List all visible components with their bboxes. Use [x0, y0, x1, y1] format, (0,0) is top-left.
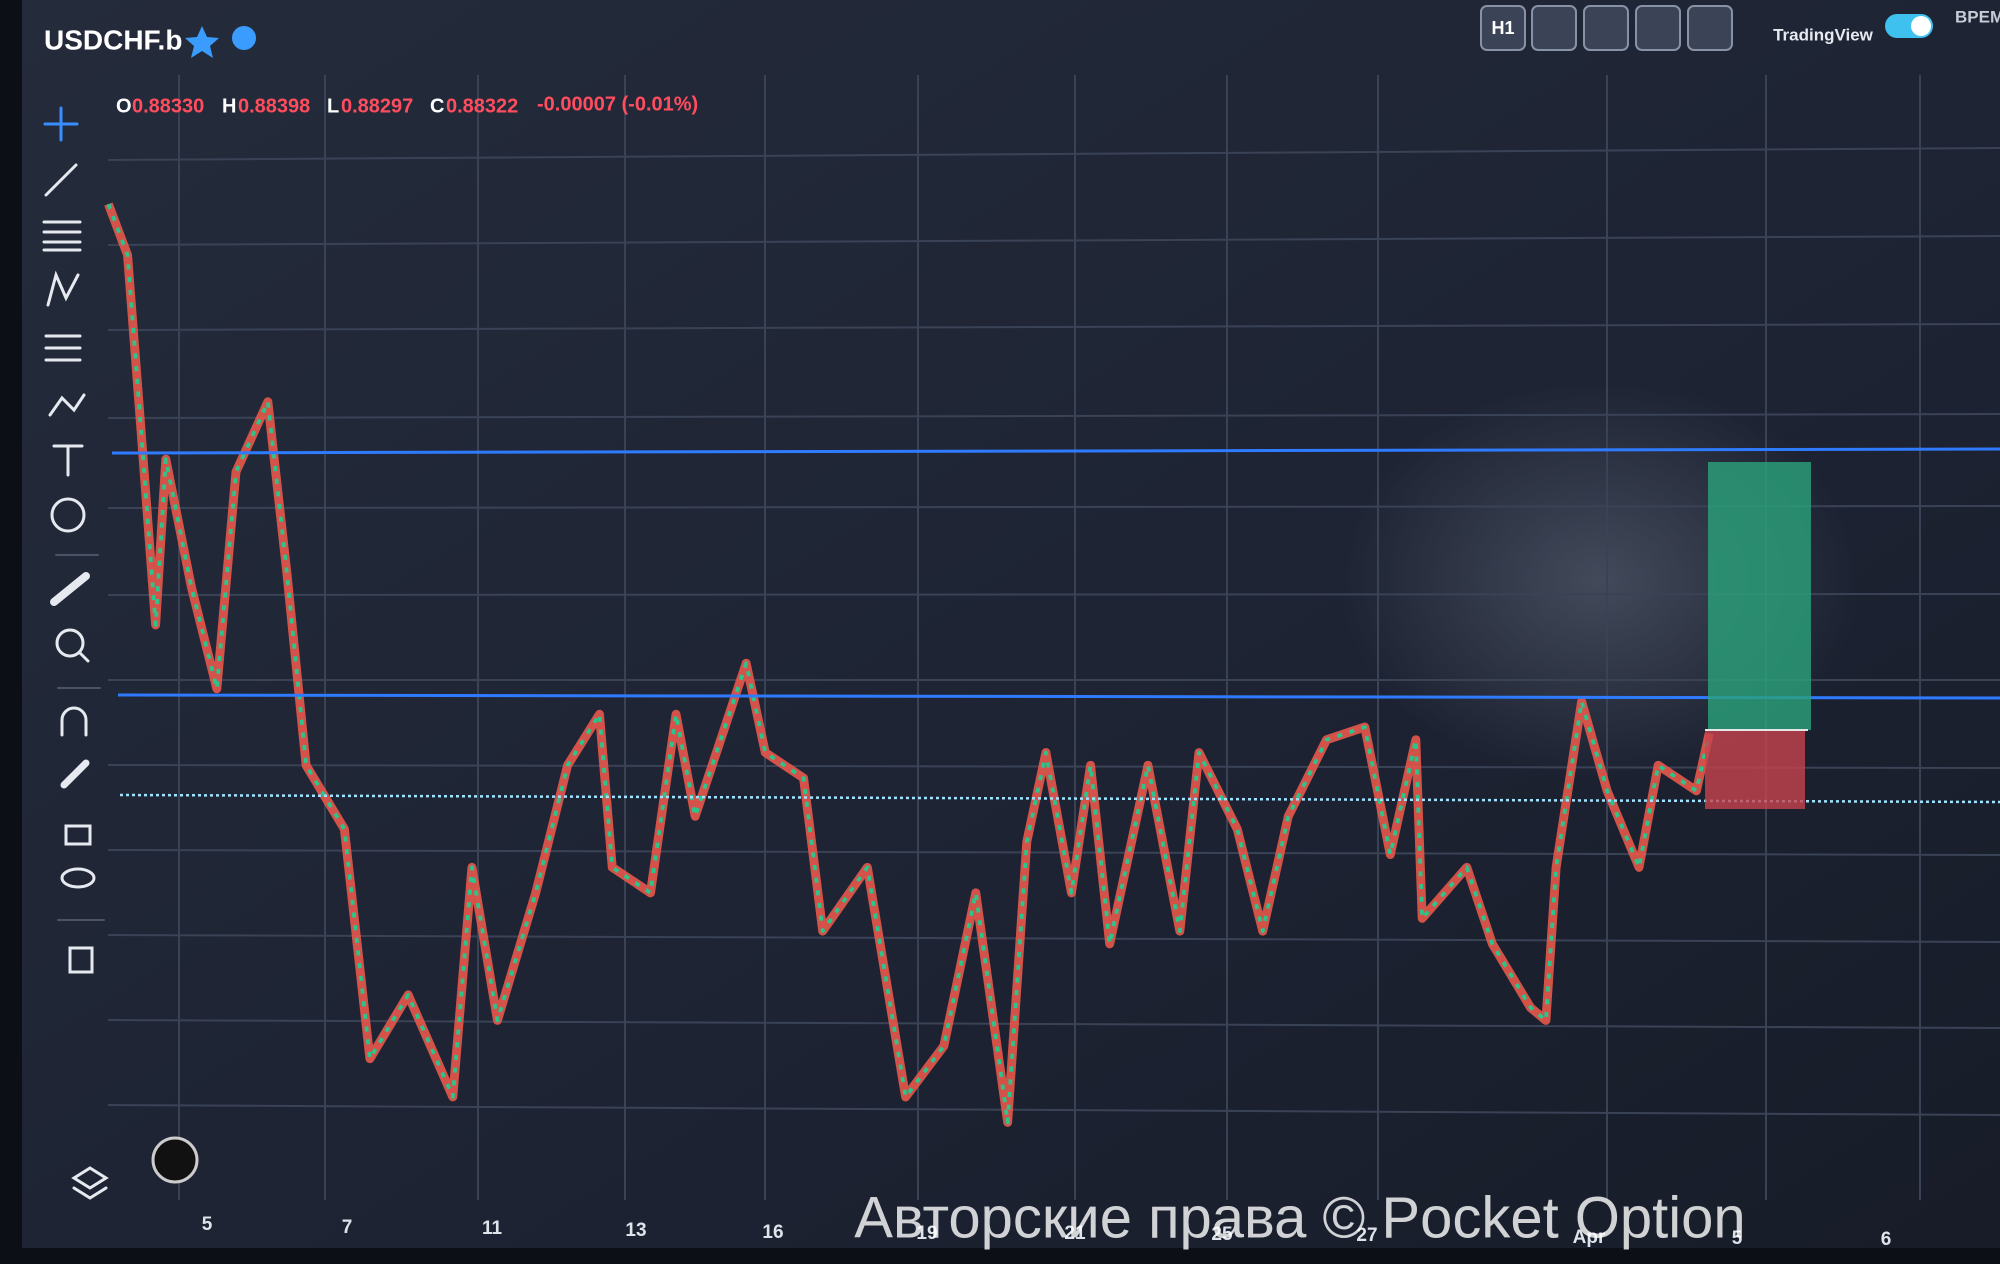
trend-line-tool[interactable]	[44, 163, 78, 197]
grid-line	[107, 505, 2000, 509]
grid-line	[107, 764, 2000, 769]
grid-line	[107, 235, 2000, 246]
interval-button[interactable]	[1480, 5, 1526, 51]
brush-tool[interactable]	[48, 393, 86, 417]
crosshair-tool[interactable]	[43, 106, 79, 142]
x-tick-label: 19	[916, 1223, 937, 1244]
trash-tool[interactable]	[68, 946, 94, 974]
grid-line	[107, 934, 2000, 943]
x-tick-label: Apr	[1573, 1227, 1606, 1248]
close-value: 0.88322	[446, 95, 518, 117]
grid-line	[107, 849, 2000, 856]
support-line[interactable]	[117, 693, 2000, 700]
x-tick-label: 27	[1356, 1225, 1377, 1246]
change-value: -0.00007 (-0.01%)	[537, 93, 698, 115]
grid-line	[107, 413, 2000, 419]
watermark: Авторские права © Pocket Option	[854, 1185, 1745, 1250]
x-tick-label: 5	[1732, 1228, 1743, 1249]
favorite-star[interactable]	[185, 26, 219, 58]
x-tick-label: 21	[1064, 1223, 1086, 1244]
horizontal-lines-tool[interactable]	[42, 220, 82, 252]
magnet-tool[interactable]	[60, 706, 88, 737]
open-value: 0.88330	[132, 95, 204, 117]
tradingview-badge[interactable]	[151, 1136, 199, 1184]
x-tick-label: 7	[342, 1217, 353, 1238]
indicators-button[interactable]	[1635, 5, 1681, 51]
profit-zone[interactable]	[1708, 462, 1811, 730]
symbol[interactable]: USDCHF.b	[44, 24, 182, 55]
x-tick-label: 16	[762, 1222, 783, 1243]
x-tick-label: 11	[482, 1218, 503, 1239]
text-tool[interactable]	[52, 444, 84, 477]
resistance-line[interactable]	[111, 447, 2000, 455]
open-label: O	[116, 95, 132, 117]
ruler-tool[interactable]	[50, 572, 90, 606]
fib-tool[interactable]	[44, 334, 82, 362]
high-label: H	[222, 95, 236, 117]
ohlc-legend: O 0.88330 H 0.88398 L 0.88297 C 0.88322 …	[116, 93, 698, 117]
layers-tool[interactable]	[71, 1166, 109, 1200]
lock-drawing-tool[interactable]	[60, 759, 90, 789]
x-tick-label: 6	[1881, 1229, 1892, 1250]
x-tick-label: 25	[1211, 1224, 1233, 1245]
pattern-tool[interactable]	[46, 270, 80, 307]
x-tick-label: 13	[625, 1220, 646, 1241]
high-value: 0.88398	[238, 95, 310, 117]
low-label: L	[327, 95, 339, 117]
price-series	[104, 202, 1714, 1127]
price-candles-up	[106, 203, 1712, 1125]
interval-label: H1	[1491, 18, 1514, 38]
price-line	[119, 793, 2000, 804]
settings-button[interactable]	[1687, 5, 1733, 51]
low-value: 0.88297	[341, 95, 413, 117]
lock-tool[interactable]	[64, 824, 92, 846]
top-toolbar: H1 TradingView ВРЕМ	[1480, 5, 2000, 51]
compare-button[interactable]	[1583, 5, 1629, 51]
close-label: C	[430, 95, 444, 117]
grid	[107, 75, 2000, 1200]
zoom-tool[interactable]	[55, 628, 90, 663]
grid-line	[107, 147, 2000, 161]
brand-logo: TradingView	[1773, 25, 1874, 44]
info-icon[interactable]	[232, 26, 256, 50]
x-tick-label: 5	[202, 1214, 213, 1235]
visibility-tool[interactable]	[60, 867, 96, 889]
stop-zone[interactable]	[1705, 730, 1805, 809]
drawing-toolbar	[42, 106, 109, 1200]
toggle-knob	[1911, 16, 1931, 36]
grid-line	[107, 323, 2000, 331]
emoji-tool[interactable]	[50, 497, 86, 533]
x-axis: 5 7 11 13 16 19 21 25 27 Apr 5 6	[202, 1214, 1892, 1250]
chart-type-button[interactable]	[1531, 5, 1577, 51]
cut-label: ВРЕМ	[1955, 7, 2000, 26]
grid-line	[107, 593, 2000, 596]
grid-line	[107, 1104, 2000, 1116]
